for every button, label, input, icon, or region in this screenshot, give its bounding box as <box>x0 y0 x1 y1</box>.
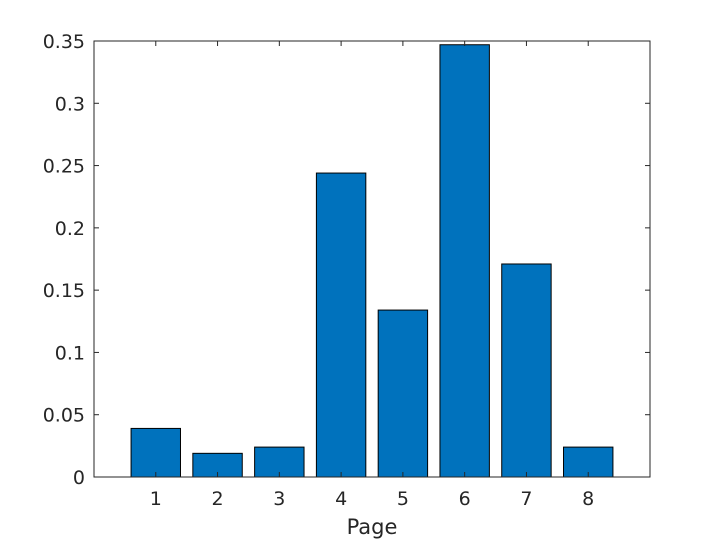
y-tick-labels: 0 0.05 0.1 0.15 0.2 0.25 0.3 0.35 <box>43 31 85 489</box>
x-axis-label: Page <box>347 515 398 539</box>
x-tick-label-3: 3 <box>273 488 285 510</box>
x-tick-label-6: 6 <box>459 488 471 510</box>
y-tick-label-6: 0.3 <box>55 93 85 115</box>
x-tick-label-1: 1 <box>150 488 162 510</box>
x-tick-label-7: 7 <box>520 488 532 510</box>
bar-1 <box>130 427 181 478</box>
x-tick-label-4: 4 <box>335 488 347 510</box>
y-tick-label-7: 0.35 <box>43 31 85 53</box>
y-tick-label-2: 0.1 <box>55 342 85 364</box>
plot-box <box>93 40 651 478</box>
x-tick-label-2: 2 <box>212 488 224 510</box>
bar-6 <box>439 44 490 478</box>
y-tick-label-5: 0.25 <box>43 156 85 178</box>
y-tick-label-0: 0 <box>73 467 85 489</box>
x-tick-label-8: 8 <box>582 488 594 510</box>
x-tick-label-5: 5 <box>397 488 409 510</box>
y-tick-label-4: 0.2 <box>55 218 85 240</box>
y-tick-label-3: 0.15 <box>43 280 85 302</box>
bar-5 <box>377 309 429 478</box>
bar-7 <box>501 263 552 478</box>
x-tick-labels: 1 2 3 4 5 6 7 8 <box>150 488 595 510</box>
bar-4 <box>315 172 367 478</box>
y-tick-label-1: 0.05 <box>43 405 85 427</box>
plot-background <box>94 41 650 477</box>
bars-group <box>130 44 614 478</box>
